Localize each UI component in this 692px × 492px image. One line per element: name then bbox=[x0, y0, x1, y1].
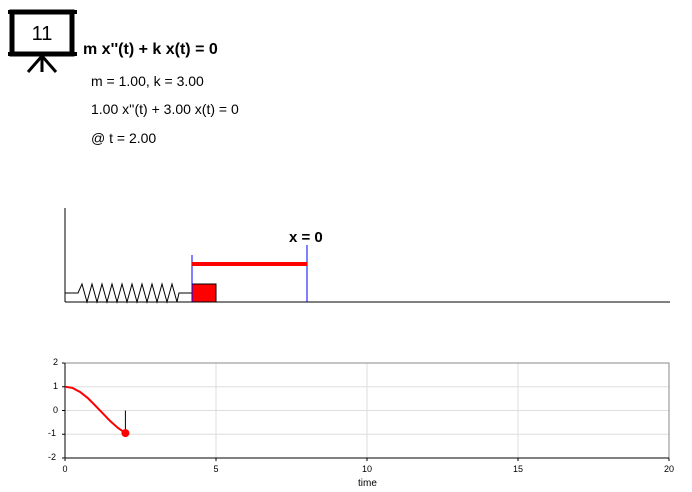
x-tick-label: 15 bbox=[513, 464, 524, 474]
spring-mass-scene bbox=[64, 208, 670, 304]
x-tick-label: 20 bbox=[664, 464, 675, 474]
slide-number: 11 bbox=[31, 23, 53, 45]
current-time: @ t = 2.00 bbox=[91, 130, 157, 146]
x-tick-label: 5 bbox=[213, 464, 219, 474]
parameters: m = 1.00, k = 3.00 bbox=[91, 73, 204, 89]
y-tick-label: 1 bbox=[53, 380, 59, 391]
general-equation: m x''(t) + k x(t) = 0 bbox=[83, 41, 218, 58]
specific-equation: 1.00 x''(t) + 3.00 x(t) = 0 bbox=[91, 101, 239, 117]
x-tick-label: 0 bbox=[62, 464, 68, 474]
series-line bbox=[64, 385, 126, 434]
equilibrium-label: x = 0 bbox=[289, 229, 323, 246]
y-tick-label: -1 bbox=[48, 428, 57, 439]
x-axis-label: time bbox=[358, 478, 377, 489]
series-layer bbox=[64, 385, 130, 438]
displacement-chart bbox=[62, 362, 670, 461]
y-tick-label: 0 bbox=[53, 404, 59, 415]
projector-screen-icon bbox=[8, 9, 77, 73]
spring bbox=[65, 282, 192, 304]
y-tick-label: -2 bbox=[48, 452, 57, 462]
x-tick-label: 10 bbox=[362, 464, 373, 474]
current-point-marker bbox=[121, 429, 130, 438]
mass-block bbox=[191, 283, 217, 303]
y-tick-label: 2 bbox=[53, 357, 59, 367]
chart-grid bbox=[62, 362, 670, 461]
